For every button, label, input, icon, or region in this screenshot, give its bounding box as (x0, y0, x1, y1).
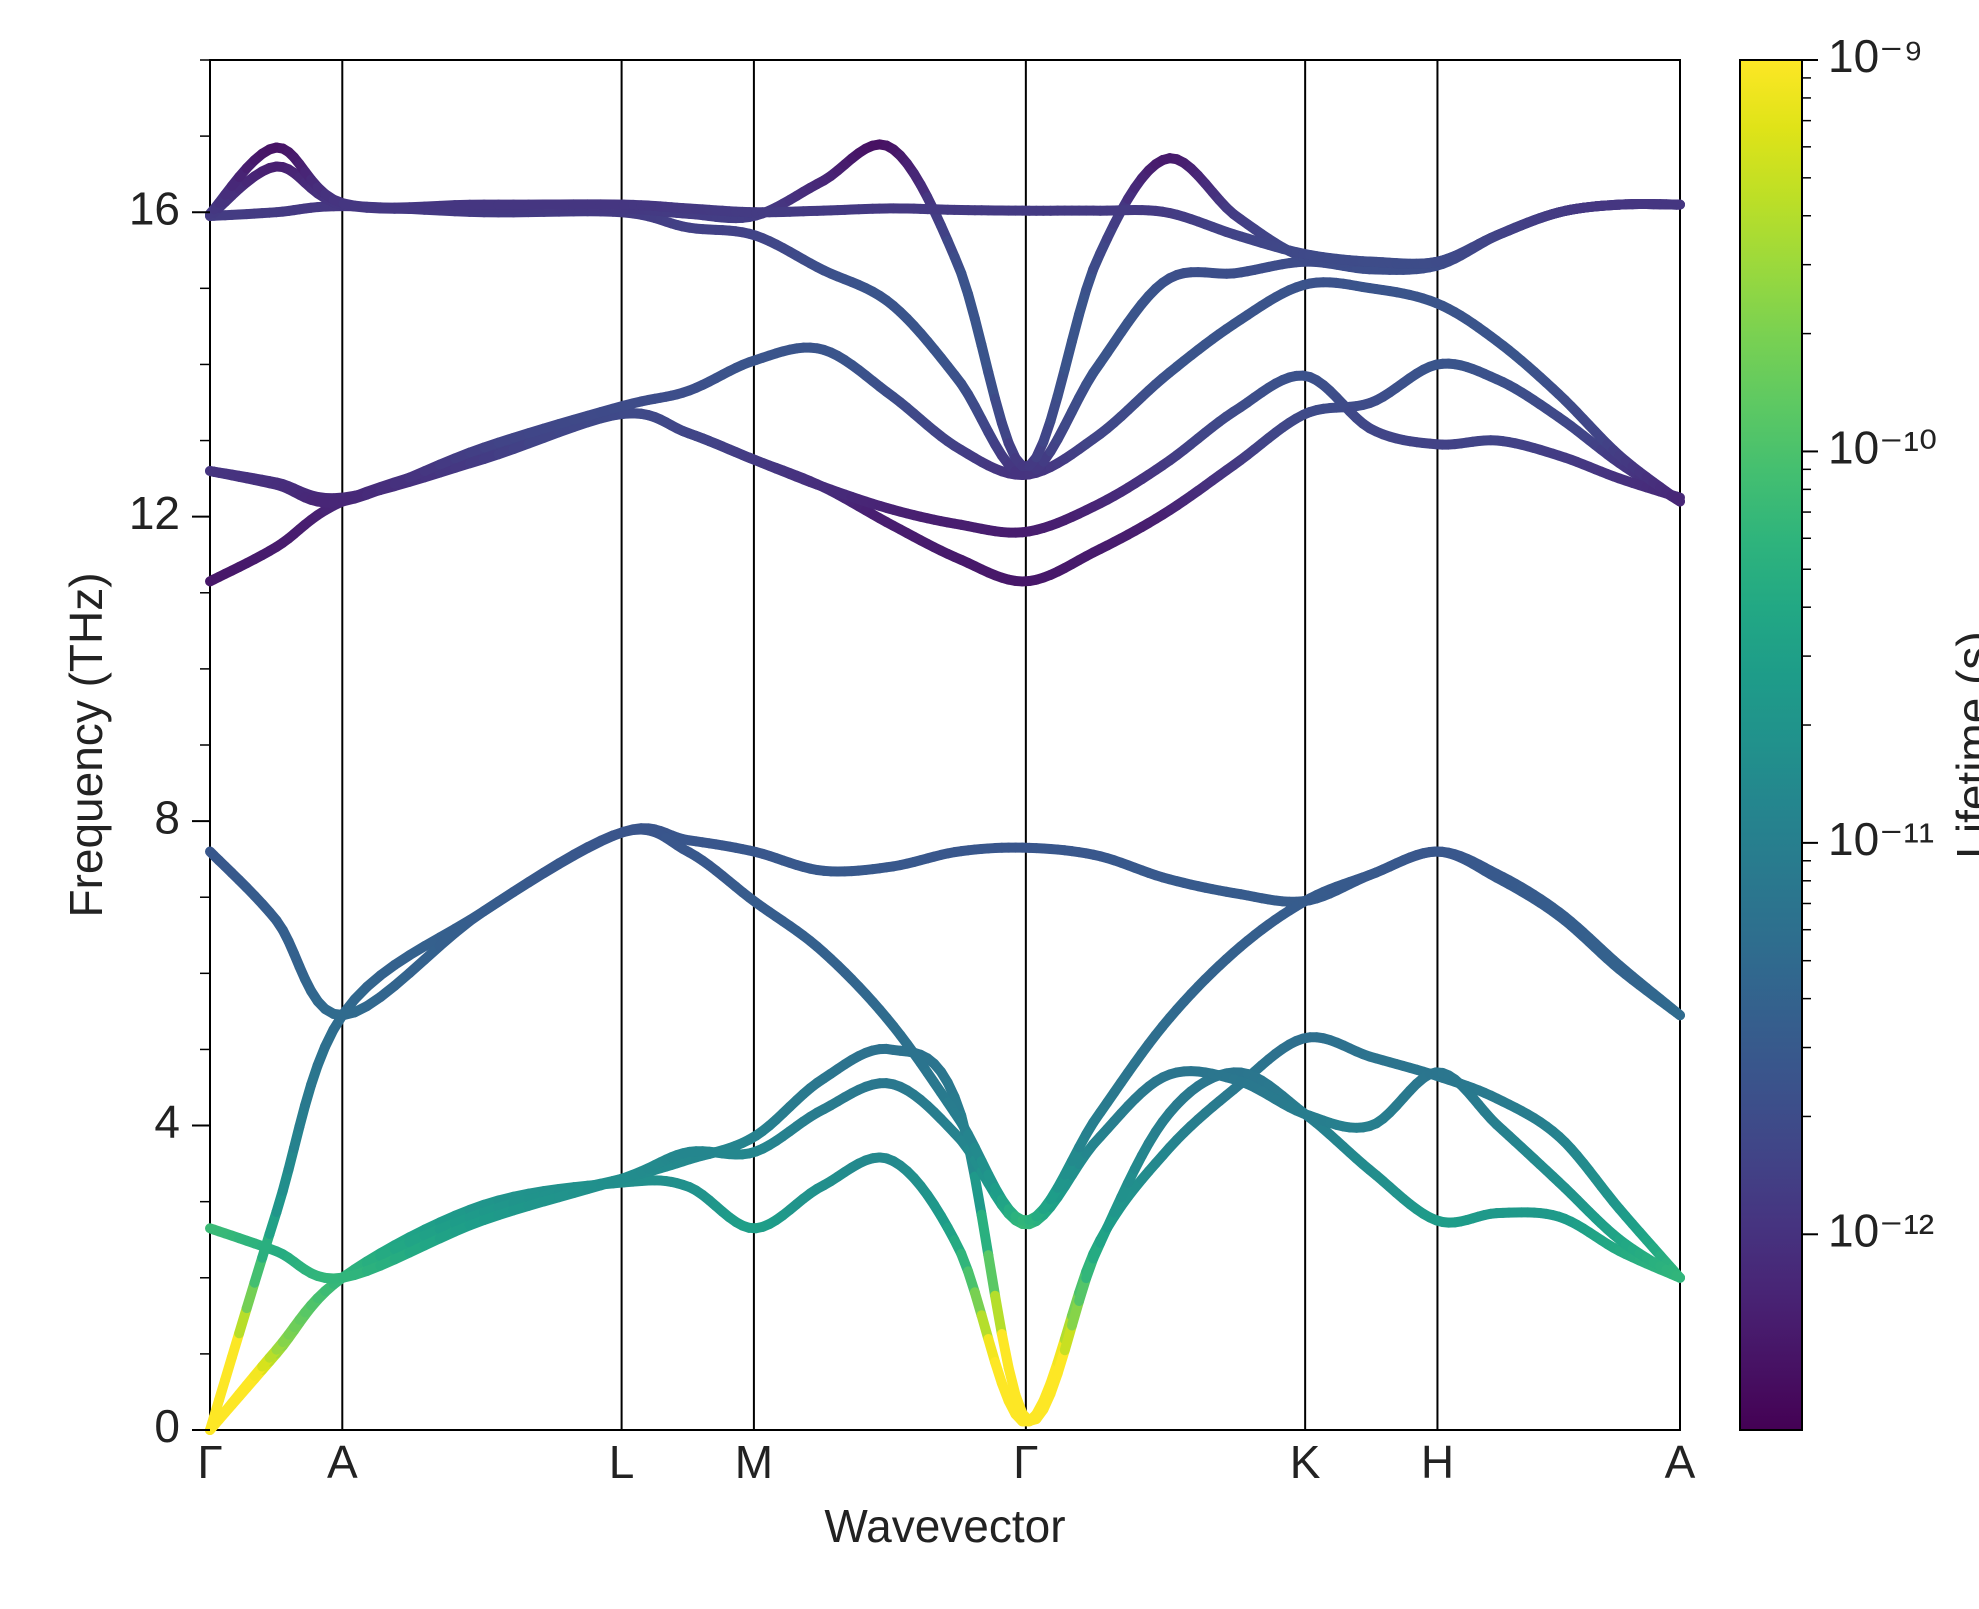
bands-group (210, 144, 1680, 1430)
x-tick-label: A (1665, 1436, 1696, 1488)
colorbar-tick-label: 10⁻¹⁰ (1828, 422, 1937, 474)
chart-container: 0 4 8 12 16 Frequency (THz) Γ A L M Γ K H A Wavevector… (0, 0, 1979, 1609)
x-tick-label: A (327, 1436, 358, 1488)
y-tick-label: 8 (154, 791, 180, 843)
x-tick-label: Γ (197, 1436, 222, 1488)
y-axis-label: Frequency (THz) (60, 572, 112, 917)
phonon-dispersion-chart: 0 4 8 12 16 Frequency (THz) Γ A L M Γ K H A Wavevector… (0, 0, 1979, 1609)
band-segment (1676, 1012, 1680, 1015)
y-tick-label: 12 (129, 487, 180, 539)
colorbar-tick-label: 10⁻⁹ (1828, 30, 1923, 82)
band-segment (1676, 1276, 1680, 1278)
colorbar-tick-label: 10⁻¹¹ (1828, 813, 1934, 865)
band-segment (975, 1176, 982, 1214)
band-segment (1002, 1334, 1009, 1368)
x-tick-label: L (609, 1436, 635, 1488)
y-tick-label: 0 (154, 1400, 180, 1452)
colorbar-tick-label: 10⁻¹² (1828, 1204, 1934, 1256)
x-tick-label: M (735, 1436, 773, 1488)
colorbar-gradient (1740, 60, 1802, 1430)
band-segment (1676, 499, 1680, 502)
x-tick-label: Γ (1013, 1436, 1038, 1488)
colorbar-label: Lifetime (s) (1947, 631, 1979, 858)
x-tick-label: H (1421, 1436, 1454, 1488)
x-tick-label: K (1290, 1436, 1321, 1488)
band-segment (988, 1255, 995, 1296)
y-tick-label: 4 (154, 1096, 180, 1148)
x-axis-label: Wavevector (824, 1500, 1065, 1552)
y-tick-label: 16 (129, 182, 180, 234)
band-segment (995, 1296, 1002, 1334)
band-segment (982, 1215, 989, 1255)
